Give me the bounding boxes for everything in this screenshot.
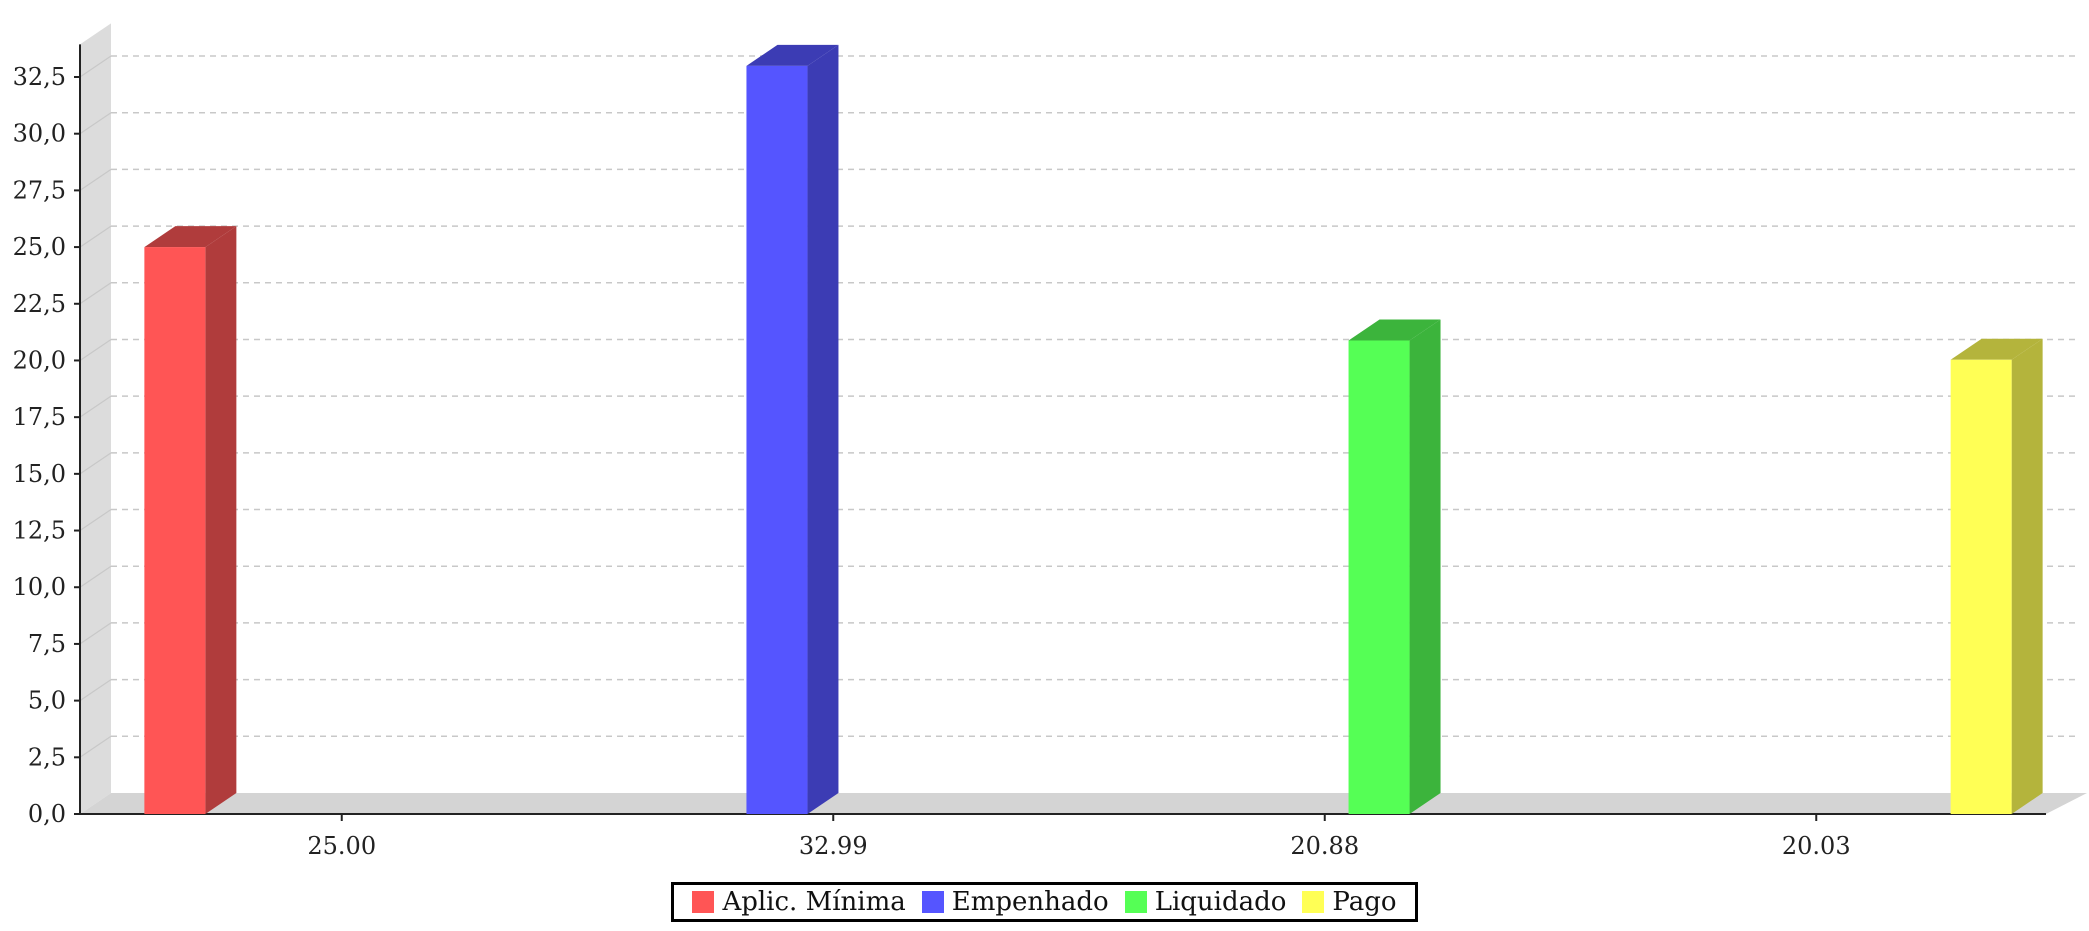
bar <box>746 44 839 815</box>
bar <box>144 226 237 815</box>
bar <box>1950 338 2043 814</box>
bar-top <box>1950 338 2043 360</box>
legend: Aplic. Mínima Empenhado Liquidado Pago <box>0 882 2089 922</box>
legend-label: Aplic. Mínima <box>722 887 906 917</box>
bars <box>144 44 2043 815</box>
x-tick-label: 32.99 <box>799 832 868 860</box>
legend-swatch <box>1124 891 1147 913</box>
y-tick-label: 0,0 <box>28 800 66 828</box>
y-tick-label: 17,5 <box>13 403 66 431</box>
bar-top <box>746 44 839 66</box>
chart-floor <box>79 44 2087 815</box>
y-tick-label: 2,5 <box>28 743 66 771</box>
bar-top <box>1348 319 1441 341</box>
x-tick-label: 25.00 <box>307 832 376 860</box>
gridline-wall <box>79 395 112 418</box>
floor-plane <box>80 793 2087 814</box>
y-tick-label: 5,0 <box>28 687 66 715</box>
y-tick-label: 15,0 <box>13 460 66 488</box>
bar-front <box>746 65 808 814</box>
bar <box>1348 319 1441 814</box>
y-axis-ticks: 0,0 2,5 5,0 7,5 10,0 12,5 15,0 17,5 20,0 22,5 25,0… <box>13 63 80 828</box>
gridline-wall <box>79 55 112 78</box>
legend-swatch <box>692 891 715 913</box>
gridline-wall <box>79 112 112 135</box>
x-tick-label: 20.88 <box>1290 832 1359 860</box>
legend-box: Aplic. Mínima Empenhado Liquidado Pago <box>671 882 1418 922</box>
y-tick-label: 7,5 <box>28 630 66 658</box>
left-wall <box>80 23 111 815</box>
legend-item: Liquidado <box>1124 887 1287 917</box>
y-tick-label: 25,0 <box>13 233 66 261</box>
gridline-wall <box>79 509 112 532</box>
legend-label: Empenhado <box>951 887 1109 917</box>
y-tick-label: 27,5 <box>13 176 66 204</box>
gridline-wall <box>79 735 112 758</box>
gridline-wall <box>79 225 112 248</box>
y-tick-label: 22,5 <box>13 290 66 318</box>
bar-front <box>1348 340 1410 814</box>
legend-item: Empenhado <box>921 887 1109 917</box>
y-tick-label: 12,5 <box>13 517 66 545</box>
legend-item: Aplic. Mínima <box>692 887 906 917</box>
bar-front <box>144 247 206 815</box>
y-tick-label: 30,0 <box>13 120 66 148</box>
y-tick-label: 10,0 <box>13 573 66 601</box>
chart-back-wall <box>80 23 111 815</box>
bar-side <box>205 226 237 815</box>
bar-front <box>1950 359 2012 814</box>
y-tick-label: 20,0 <box>13 346 66 374</box>
legend-label: Liquidado <box>1154 887 1287 917</box>
legend-item: Pago <box>1302 887 1397 917</box>
bar-side <box>807 44 839 815</box>
gridline-wall <box>79 679 112 702</box>
x-axis-ticks: 25.00 32.99 20.88 20.03 <box>307 814 1851 860</box>
gridline-wall <box>79 168 112 191</box>
gridline-wall <box>79 565 112 588</box>
legend-swatch <box>1302 891 1325 913</box>
bar-side <box>1409 319 1441 814</box>
bar-top <box>144 226 237 248</box>
y-tick-label: 32,5 <box>13 63 66 91</box>
gridline-wall <box>79 622 112 645</box>
gridline-wall <box>79 452 112 475</box>
legend-swatch <box>921 891 944 913</box>
gridline-wall <box>79 338 112 361</box>
bar-side <box>2011 338 2043 814</box>
legend-label: Pago <box>1332 887 1397 917</box>
x-tick-label: 20.03 <box>1782 832 1851 860</box>
gridlines <box>79 55 2077 758</box>
gridline-wall <box>79 282 112 305</box>
